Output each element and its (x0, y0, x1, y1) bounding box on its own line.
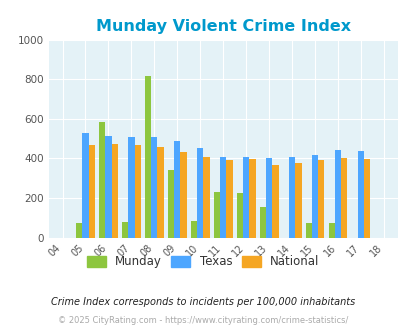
Bar (305, 223, 311, 238)
Bar (157, 147, 163, 238)
Bar (134, 145, 141, 238)
Text: © 2025 CityRating.com - https://www.cityrating.com/crime-statistics/: © 2025 CityRating.com - https://www.city… (58, 316, 347, 325)
Bar (363, 159, 369, 238)
Bar (243, 157, 249, 238)
Bar (213, 192, 220, 238)
Bar (197, 148, 203, 238)
Bar (128, 137, 134, 238)
Bar (168, 170, 174, 238)
Bar (76, 223, 82, 238)
Bar (249, 159, 255, 238)
Bar (294, 163, 301, 238)
Bar (341, 158, 347, 238)
Bar (88, 145, 94, 238)
Bar (288, 157, 294, 238)
Bar (111, 144, 117, 238)
Bar (105, 136, 111, 238)
Bar (82, 133, 88, 238)
Bar (191, 221, 197, 238)
Bar (174, 141, 180, 238)
Text: Crime Index corresponds to incidents per 100,000 inhabitants: Crime Index corresponds to incidents per… (51, 297, 354, 307)
Bar (318, 160, 324, 238)
Bar (272, 165, 278, 238)
Bar (99, 122, 105, 238)
Bar (237, 193, 243, 238)
Legend: Munday, Texas, National: Munday, Texas, National (82, 250, 323, 273)
Bar (266, 158, 272, 238)
Bar (180, 152, 186, 238)
Bar (334, 150, 341, 238)
Bar (357, 151, 363, 238)
Bar (328, 223, 334, 238)
Title: Munday Violent Crime Index: Munday Violent Crime Index (96, 19, 350, 34)
Bar (203, 157, 209, 238)
Bar (145, 76, 151, 238)
Bar (122, 222, 128, 238)
Bar (226, 160, 232, 238)
Bar (259, 207, 266, 238)
Bar (311, 155, 318, 238)
Bar (220, 157, 226, 238)
Bar (151, 137, 157, 238)
